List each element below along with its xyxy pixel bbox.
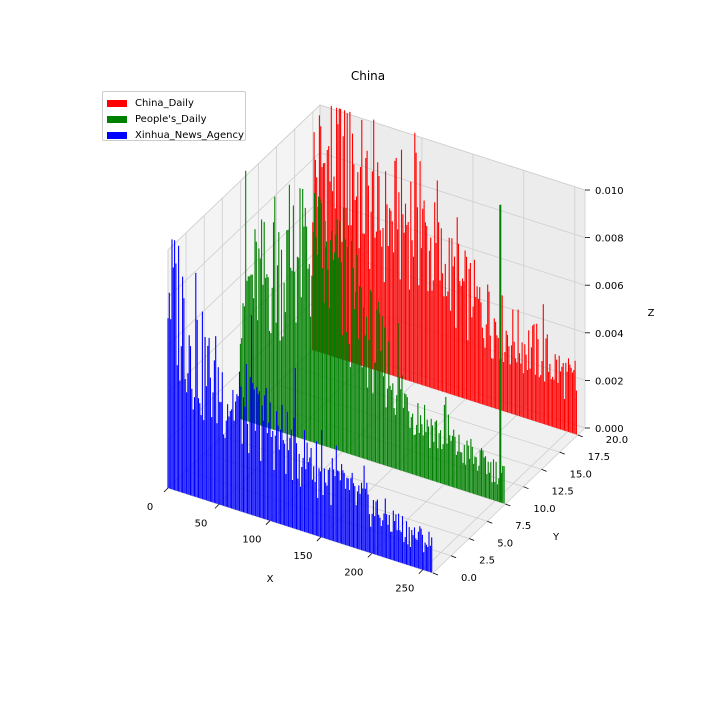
- z-tick-label: 0.002: [595, 376, 624, 387]
- z-tick-label: 0.006: [595, 281, 624, 292]
- legend-swatch-green: [107, 115, 127, 123]
- x-tick-label: 0: [147, 502, 153, 513]
- x-axis-label: X: [267, 574, 274, 585]
- y-tick-label: 12.5: [552, 487, 574, 498]
- y-tick-label: 10.0: [533, 504, 555, 515]
- z-tick-label: 0.000: [595, 424, 624, 435]
- bar-series-2: [167, 239, 433, 573]
- y-tick-label: 20.0: [606, 435, 628, 446]
- y-tick: [487, 520, 493, 524]
- legend-item-china-daily: China_Daily: [107, 95, 245, 111]
- grid-line-z: [167, 104, 586, 251]
- y-tick-label: 5.0: [497, 539, 513, 550]
- legend-item-peoples-daily: People's_Daily: [107, 111, 245, 127]
- y-tick: [432, 572, 439, 576]
- x-tick: [418, 569, 424, 575]
- x-tick-label: 250: [395, 584, 414, 595]
- y-tick-label: 17.5: [588, 452, 610, 463]
- legend-item-xinhua: Xinhua_News_Agency: [107, 127, 245, 143]
- z-tick-label: 0.008: [595, 234, 624, 245]
- y-tick: [541, 469, 547, 472]
- z-tick-label: 0.004: [595, 329, 624, 340]
- y-tick-label: 15.0: [570, 469, 592, 480]
- x-tick-label: 50: [195, 518, 208, 529]
- x-tick: [214, 504, 220, 509]
- x-tick-label: 200: [344, 567, 363, 578]
- x-tick: [316, 536, 322, 542]
- z-tick-label: 0.010: [595, 186, 624, 197]
- bar-series-1: [239, 170, 505, 504]
- legend-label: People's_Daily: [135, 113, 207, 125]
- y-tick: [577, 434, 583, 438]
- y-tick: [523, 486, 529, 490]
- legend-swatch-red: [107, 99, 127, 107]
- grid-line-z: [167, 152, 586, 298]
- x-tick-label: 100: [242, 535, 261, 546]
- y-tick: [559, 451, 565, 455]
- y-tick: [450, 555, 457, 559]
- x-tick: [265, 520, 271, 525]
- y-tick: [505, 503, 511, 507]
- legend-label: China_Daily: [135, 97, 194, 109]
- y-tick-label: 7.5: [515, 521, 531, 532]
- z-axis-label: Z: [648, 308, 655, 319]
- legend-swatch-blue: [107, 131, 127, 139]
- y-axis-label: Y: [552, 532, 560, 543]
- y-tick: [469, 538, 475, 541]
- y-tick-label: 2.5: [479, 556, 495, 567]
- y-tick-label: 0.0: [461, 573, 477, 584]
- bar-series-0: [312, 106, 577, 435]
- chart-title: China: [351, 69, 385, 83]
- axes: 0 50 100 150 200 250 0.02.55.07.510.0 12.5 15.0 1…: [147, 186, 628, 595]
- x-tick: [163, 487, 169, 493]
- legend-label: Xinhua_News_Agency: [135, 129, 244, 141]
- x-tick-label: 150: [293, 551, 312, 562]
- legend: China_Daily People's_Daily Xinhua_News_A…: [102, 91, 246, 141]
- bar-series: [167, 106, 577, 573]
- x-tick: [367, 553, 373, 558]
